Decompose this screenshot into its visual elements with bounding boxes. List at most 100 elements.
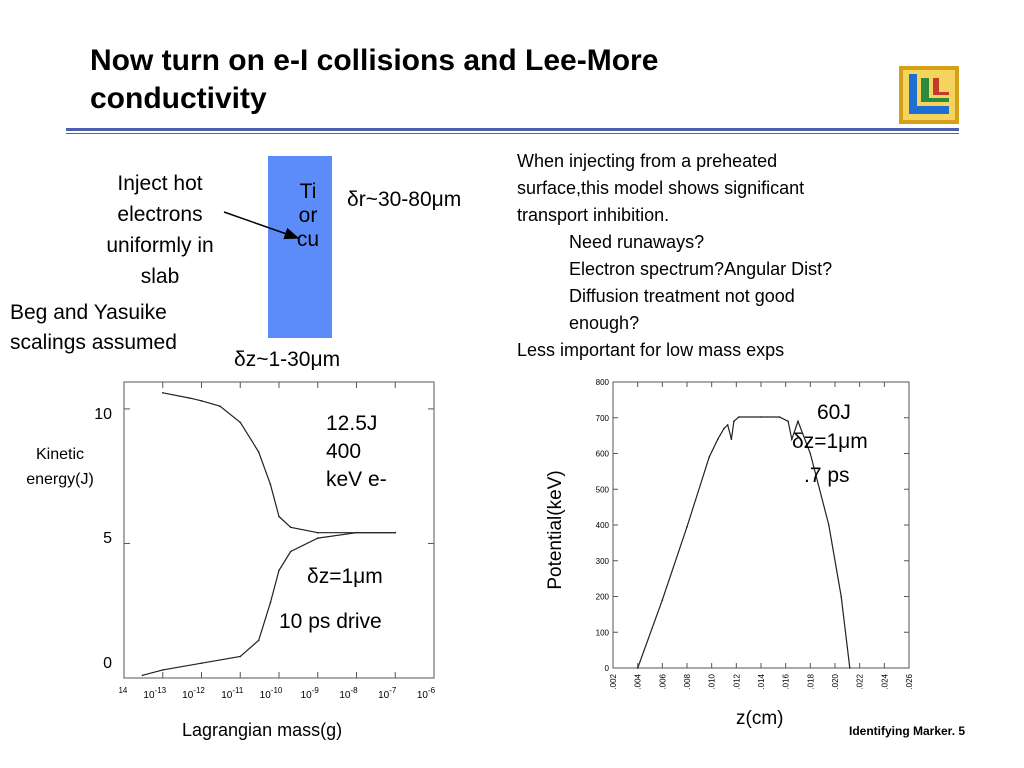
potential-point (738, 416, 740, 418)
drive-annotation: 10 ps drive (279, 610, 382, 633)
potential-point (733, 420, 735, 423)
inject-line: slab (140, 265, 180, 288)
inject-label: Inject hot electrons uniformly in slab (85, 168, 235, 292)
potential-xtick-label: .016 (782, 673, 791, 689)
potential-ytick-label: 0 (605, 664, 610, 673)
dz-label: δz~1-30μm (234, 348, 341, 371)
potential-point (686, 525, 688, 528)
potential-ylabel: Potential(keV) (545, 470, 566, 590)
kinetic-xtick-label: 10-6 (417, 686, 436, 701)
potential-xtick-label: .010 (708, 673, 717, 689)
kinetic-point (269, 483, 272, 486)
kinetic-series-1 (162, 392, 396, 534)
inject-line: electrons (117, 203, 203, 226)
kinetic-point (355, 531, 358, 534)
kinetic-point (316, 537, 319, 539)
kinetic-ytick: 5 (103, 530, 112, 547)
beg-label: Beg and Yasuike scalings assumed (10, 298, 177, 358)
kinetic-energy-chart: 10-14 10-13 10-12 10-11 10-10 10-9 10-8 10-7 10-… (118, 381, 436, 701)
kinetic-point (289, 550, 292, 553)
kinetic-ytick: 0 (103, 655, 112, 672)
potential-point (760, 416, 762, 418)
kinetic-point (316, 531, 319, 534)
kinetic-point (394, 531, 397, 534)
potential-xtick-label: .018 (806, 673, 815, 689)
potential-ytick-label: 700 (596, 414, 610, 423)
energy-line: keV e- (326, 468, 387, 491)
potential-dz-annotation: δz=1μm (792, 430, 868, 453)
kinetic-point (257, 451, 260, 453)
slab-line: or (298, 204, 318, 227)
kinetic-point (200, 400, 203, 402)
kinetic-xlabel: Lagrangian mass(g) (182, 720, 343, 740)
potential-point (791, 438, 793, 440)
note-line: transport inhibition. (517, 205, 670, 225)
dr-label: δr~30-80μm (347, 188, 462, 211)
kinetic-point (200, 662, 203, 664)
kinetic-ylabel: Kinetic energy(J) (10, 442, 110, 492)
kinetic-point (141, 674, 144, 677)
potential-xtick-label: .008 (683, 673, 692, 689)
potential-xtick-label: .006 (658, 673, 667, 689)
kinetic-xtick-label: 10-7 (378, 686, 397, 701)
energy-line: 400 (326, 440, 362, 463)
kinetic-point (289, 526, 292, 529)
potential-ytick-label: 600 (596, 450, 610, 459)
potential-point (726, 424, 729, 426)
logo-l-outer (909, 74, 949, 114)
note-line: Less important for low mass exps (517, 340, 785, 360)
energy-annotation: 12.5J 400 keV e- (326, 410, 387, 494)
potential-point (636, 667, 639, 669)
potential-plot-frame (612, 381, 910, 669)
beg-line: Beg and Yasuike (10, 301, 167, 324)
note-line: Electron spectrum?Angular Dist? (569, 259, 833, 279)
potential-xtick-label: .014 (757, 673, 766, 689)
slide-footer: Identifying Marker. 5 (849, 724, 966, 738)
potential-xtick-label: .020 (831, 673, 840, 689)
potential-point (828, 524, 830, 526)
kinetic-series-2 (142, 532, 396, 676)
kinetic-ytick: 10 (94, 406, 112, 423)
lab-logo (899, 66, 959, 124)
logo-l-inner (921, 78, 949, 102)
title-line-2: conductivity (90, 82, 267, 115)
potential-ytick-label: 100 (596, 628, 610, 637)
potential-time-annotation: .7 ps (804, 464, 850, 487)
potential-point (730, 438, 733, 440)
potential-ytick-label: 300 (596, 557, 610, 566)
inject-arrow (223, 211, 300, 240)
note-line: Need runaways? (569, 232, 705, 252)
potential-point (661, 599, 664, 601)
potential-ytick-label: 800 (596, 378, 610, 387)
kinetic-xtick-label: 10-14 (118, 686, 128, 701)
potential-xtick-label: .002 (609, 673, 618, 689)
note-line: enough? (569, 313, 640, 333)
potential-point (717, 438, 719, 440)
kinetic-xtick-label: 10-12 (182, 686, 205, 701)
potential-series-1 (637, 416, 851, 669)
kinetic-xtick-label: 10-11 (221, 686, 244, 701)
potential-ytick-label: 400 (596, 521, 610, 530)
kinetic-ylabel-line: energy(J) (26, 471, 94, 488)
potential-xlabel: z(cm) (736, 708, 784, 729)
kinetic-point (239, 421, 242, 424)
beg-line: scalings assumed (10, 331, 177, 354)
potential-xtick-label: .022 (856, 673, 865, 689)
potential-point (849, 667, 851, 669)
inject-line: Inject hot (117, 172, 203, 195)
potential-point (797, 420, 799, 423)
kinetic-xtick-label: 10-13 (143, 686, 166, 701)
potential-point (778, 416, 781, 418)
kinetic-point (278, 515, 280, 518)
potential-point (787, 420, 789, 423)
potential-ytick-label: 200 (596, 593, 610, 602)
kinetic-xtick-label: 10-9 (301, 686, 320, 701)
kinetic-xtick-label: 10-8 (339, 686, 358, 701)
note-line: When injecting from a preheated (517, 151, 778, 171)
title-line-1: Now turn on e-I collisions and Lee-More (90, 44, 659, 77)
kinetic-point (161, 669, 164, 671)
potential-xtick-label: .004 (634, 673, 643, 689)
potential-ytick-label: 500 (596, 485, 610, 494)
kinetic-point (219, 405, 221, 408)
potential-point (723, 427, 725, 430)
